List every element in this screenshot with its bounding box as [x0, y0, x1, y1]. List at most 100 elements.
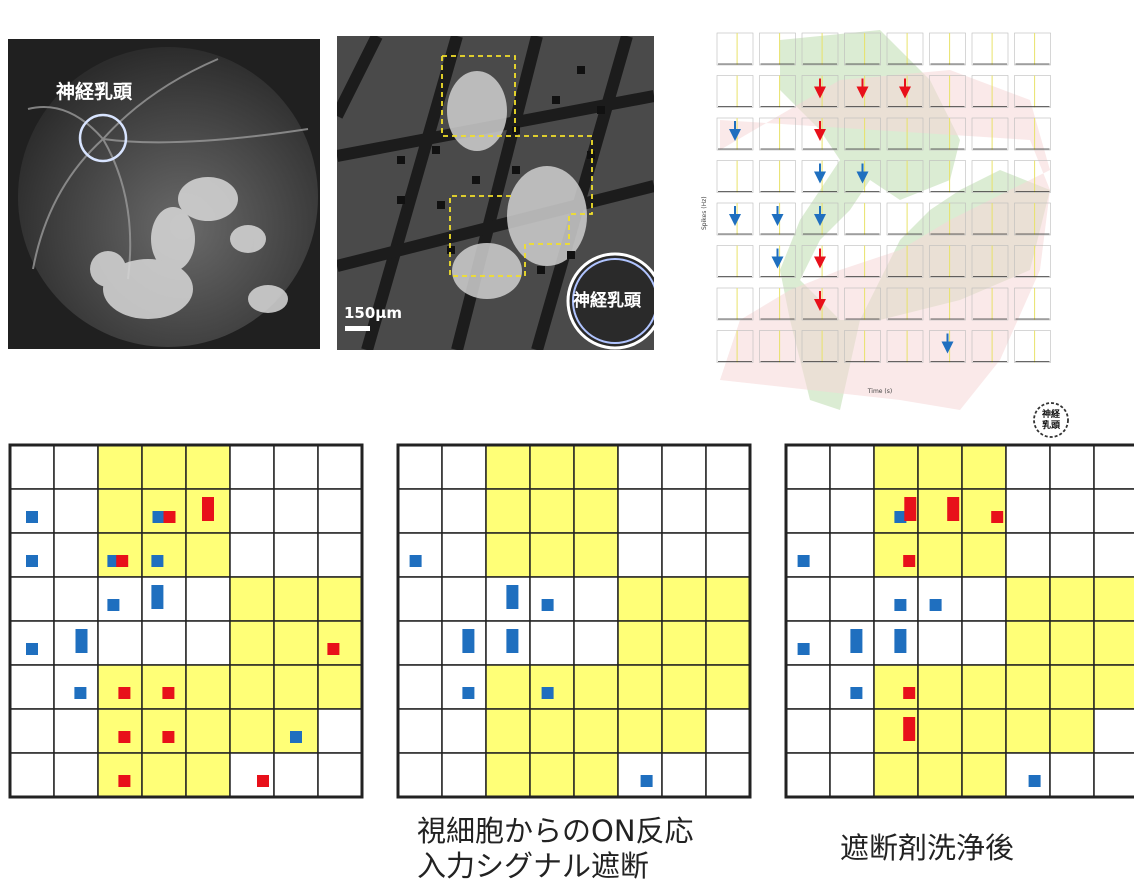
spike-xlabel: Time (s) [867, 388, 892, 395]
subplot-frame [759, 32, 796, 66]
blue-response-marker [541, 599, 554, 611]
grid-cell [97, 576, 143, 622]
grid-cell [185, 444, 231, 490]
grid-cell [141, 532, 187, 578]
grid-cell [785, 752, 831, 798]
grid-cell [1093, 752, 1134, 798]
grid-cell [141, 576, 187, 622]
blue-response-marker [152, 511, 165, 523]
grid-cell [1005, 708, 1051, 754]
subplot-frame [759, 245, 796, 278]
grid-cell [317, 752, 363, 798]
subplot-frame [929, 75, 966, 108]
grid-cell [705, 664, 751, 710]
subplot-frame [759, 330, 796, 363]
grid-cell [829, 708, 875, 754]
grid-cell [961, 620, 1007, 666]
subplot-frame [886, 202, 924, 236]
blue-response-marker [797, 555, 810, 567]
grid-cell [661, 752, 707, 798]
red-response-marker [327, 643, 340, 655]
optic-disc-big-circle [566, 252, 654, 350]
subplot-frame [844, 117, 881, 151]
grid-cell [185, 532, 231, 578]
blue-response-marker [74, 687, 87, 699]
caption-middle-line2: 入力シグナル遮断 [417, 849, 650, 883]
subplot-frame [844, 75, 881, 108]
red-response-marker [903, 687, 916, 699]
grid-cell [1093, 488, 1134, 534]
subplot-frame [716, 117, 754, 151]
grid-cell [397, 488, 443, 534]
grid-cell [1049, 576, 1095, 622]
grid-cell [661, 576, 707, 622]
subplot-frame [971, 75, 1009, 108]
grid-cell [97, 488, 143, 534]
grid-cell [317, 488, 363, 534]
grid-border [784, 443, 1134, 799]
subplot-frame [716, 287, 754, 321]
grid-cell [1049, 752, 1095, 798]
grid-cell [829, 576, 875, 622]
grid-cell [9, 444, 55, 490]
scale-bar-label: 150μm [344, 304, 402, 322]
grid-cell [9, 664, 55, 710]
subplot-frame [801, 287, 839, 321]
grid-cell [617, 576, 663, 622]
grid-cell [273, 620, 319, 666]
grid-cell [9, 576, 55, 622]
grid-cell [873, 752, 919, 798]
grid-cell [185, 620, 231, 666]
grid-cell [785, 444, 831, 490]
grid-cell [573, 532, 619, 578]
grid-cell [141, 444, 187, 490]
grid-cell [661, 444, 707, 490]
optic-disc-label: 神経乳頭 [56, 81, 133, 103]
grid-cell [97, 620, 143, 666]
grid-cell [573, 488, 619, 534]
blue-response-marker [462, 687, 475, 699]
subplot-frame [886, 117, 924, 151]
subplot-frame [1014, 32, 1051, 66]
subplot-frame [971, 160, 1009, 193]
grid-cell [53, 752, 99, 798]
grid-cell [273, 532, 319, 578]
subplot-frame [886, 245, 924, 278]
grid-cell [441, 708, 487, 754]
grid-cell [397, 620, 443, 666]
grid-cell [97, 444, 143, 490]
subplot-frame [1014, 330, 1051, 363]
subplot-frame [844, 330, 881, 363]
grid-cell [1093, 444, 1134, 490]
blue-response-marker [894, 511, 907, 523]
subplot-frame [759, 287, 796, 321]
grid-cell [829, 444, 875, 490]
subplot-frame [844, 160, 881, 193]
grid-cell [1049, 664, 1095, 710]
red-response-marker [991, 511, 1004, 523]
grid-cell [53, 576, 99, 622]
blue-response-marker [151, 555, 164, 567]
grid-cell [185, 664, 231, 710]
subplot-frame [886, 160, 924, 193]
grid-cell [1093, 664, 1134, 710]
grid-cell [785, 664, 831, 710]
subplot-frame [929, 202, 966, 236]
grid-cell [185, 708, 231, 754]
grid-cell [1093, 576, 1134, 622]
subplot-frame [844, 287, 881, 321]
grid-cell [617, 444, 663, 490]
blue-response-marker [640, 775, 653, 787]
optic-disc-small-circle [1033, 402, 1069, 438]
blue-response-marker [26, 555, 38, 567]
grid-cell [917, 532, 963, 578]
red-response-marker [904, 497, 917, 521]
subplot-frame [801, 32, 839, 66]
grid-cell [1093, 708, 1134, 754]
grid-cell [1049, 620, 1095, 666]
grid-cell [229, 532, 275, 578]
blue-response-marker [894, 599, 907, 611]
grid-cell [573, 664, 619, 710]
grid-cell [705, 708, 751, 754]
grid-cell [529, 708, 575, 754]
